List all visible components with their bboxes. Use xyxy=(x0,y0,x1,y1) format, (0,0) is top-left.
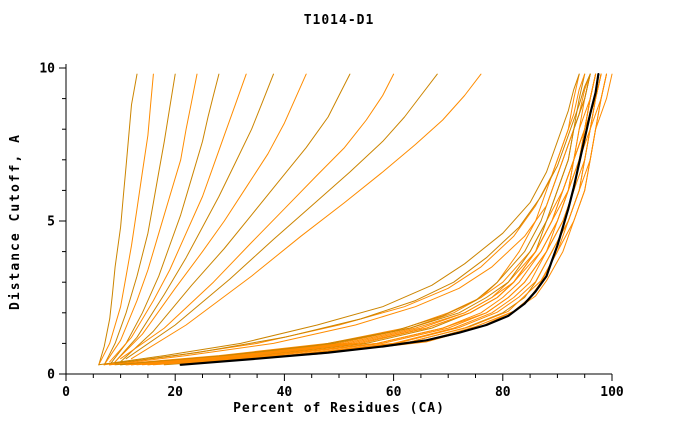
series-model-26 xyxy=(136,73,602,366)
series-model-34 xyxy=(125,73,597,366)
series-model-09 xyxy=(120,73,351,363)
x-tick-label: 0 xyxy=(62,385,70,400)
series-model-12 xyxy=(131,73,482,360)
series-model-32 xyxy=(98,73,580,366)
x-axis-label: Percent of Residues (CA) xyxy=(233,401,445,416)
series-model-11 xyxy=(125,73,438,360)
series-model-22 xyxy=(152,73,602,366)
series-model-04 xyxy=(103,73,198,366)
y-tick-label: 10 xyxy=(39,62,55,77)
series-model-31 xyxy=(147,73,602,366)
series-model-06 xyxy=(109,73,247,363)
series-model-23 xyxy=(103,73,586,366)
series-model-16 xyxy=(147,73,597,366)
x-tick-label: 20 xyxy=(167,385,183,400)
y-tick-label: 5 xyxy=(47,215,55,230)
series-model-08 xyxy=(114,73,307,363)
series-consensus xyxy=(179,72,600,366)
x-tick-label: 40 xyxy=(277,385,293,400)
series-model-25 xyxy=(114,73,591,364)
x-tick-label: 60 xyxy=(386,385,402,400)
series-model-10 xyxy=(120,73,395,360)
series-model-14 xyxy=(131,73,591,366)
series-model-33 xyxy=(180,73,613,364)
y-tick-label: 0 xyxy=(47,368,55,383)
chart-title: T1014-D1 xyxy=(303,13,375,28)
x-tick-label: 80 xyxy=(495,385,511,400)
series-model-07 xyxy=(114,73,274,363)
series-model-29 xyxy=(120,73,591,366)
series-model-02 xyxy=(98,73,154,366)
series-model-28 xyxy=(169,73,607,364)
series-model-01 xyxy=(98,73,138,366)
series-model-21 xyxy=(125,73,597,366)
series-model-03 xyxy=(103,73,176,366)
series-model-17 xyxy=(163,73,602,366)
x-tick-label: 100 xyxy=(600,385,624,400)
series-model-05 xyxy=(109,73,220,366)
